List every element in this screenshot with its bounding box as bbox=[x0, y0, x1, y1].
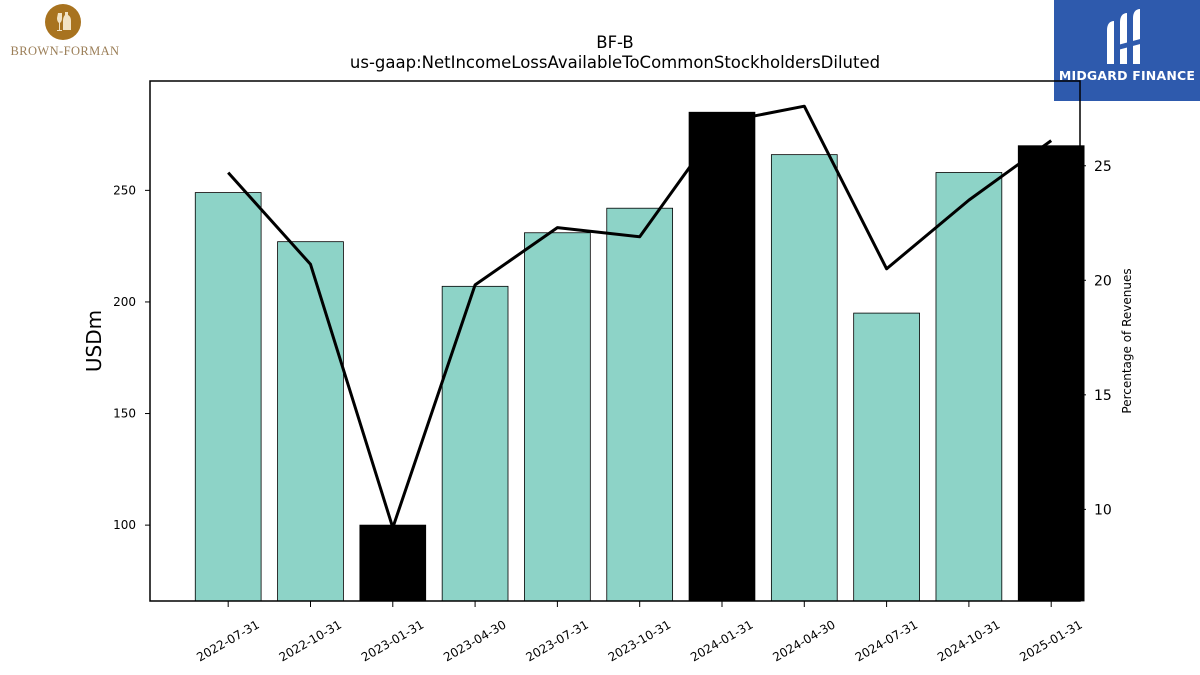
y-tick-label: 200 bbox=[113, 295, 136, 309]
bar bbox=[853, 312, 920, 602]
bar bbox=[524, 232, 591, 602]
midgard-finance-badge: MIDGARD FINANCE bbox=[1054, 0, 1200, 101]
y-axis-label: USDm bbox=[82, 310, 106, 372]
y-right-tick-label: 10 bbox=[1094, 502, 1112, 518]
x-tick-label: 2023-07-31 bbox=[523, 617, 590, 664]
brand-name: MIDGARD FINANCE bbox=[1058, 68, 1196, 83]
x-tick-label: 2023-01-31 bbox=[359, 617, 426, 664]
y-tick-label: 100 bbox=[113, 518, 136, 532]
bar bbox=[770, 154, 838, 602]
plot-frame bbox=[149, 80, 1081, 602]
left-axis: 100 150 200 250 bbox=[113, 183, 150, 532]
bar bbox=[606, 207, 674, 602]
y-right-tick-label: 15 bbox=[1094, 388, 1112, 404]
x-tick-label: 2024-10-31 bbox=[935, 617, 1002, 664]
midgard-m-icon bbox=[1107, 9, 1144, 64]
bar bbox=[1017, 145, 1085, 602]
bar bbox=[277, 241, 344, 602]
right-axis: 10 15 20 25 bbox=[1080, 159, 1112, 518]
x-tick-label: 2024-07-31 bbox=[853, 617, 920, 664]
y-tick-label: 250 bbox=[113, 183, 136, 197]
decanter-glass-icon bbox=[45, 4, 81, 40]
chart-title: BF-B bbox=[596, 33, 634, 52]
x-tick-label: 2022-07-31 bbox=[194, 617, 261, 664]
y-right-tick-label: 25 bbox=[1094, 159, 1112, 175]
bars-layer bbox=[194, 111, 1085, 602]
y-right-tick-label: 20 bbox=[1094, 273, 1112, 289]
x-tick-label: 2022-10-31 bbox=[277, 617, 344, 664]
x-tick-label: 2023-10-31 bbox=[606, 617, 673, 664]
line-layer bbox=[227, 104, 1053, 530]
bar bbox=[441, 285, 509, 602]
y-axis-right-label: Percentage of Revenues bbox=[1120, 268, 1134, 413]
x-tick-label: 2024-04-30 bbox=[770, 617, 837, 664]
bar bbox=[935, 172, 1003, 602]
bar bbox=[359, 524, 427, 602]
x-tick-label: 2024-01-31 bbox=[688, 617, 755, 664]
bar bbox=[194, 192, 262, 602]
company-wordmark: BROWN-FORMAN bbox=[10, 44, 120, 58]
x-axis: 2022-07-31 2022-10-31 2023-01-31 2023-04-30… bbox=[194, 601, 1085, 664]
x-tick-label: 2023-04-30 bbox=[441, 617, 508, 664]
revenue-pct-line bbox=[227, 104, 1053, 530]
y-tick-label: 150 bbox=[113, 407, 136, 421]
x-tick-label: 2025-01-31 bbox=[1017, 617, 1084, 664]
brown-forman-logo: BROWN-FORMAN bbox=[0, 0, 128, 70]
chart-subtitle: us-gaap:NetIncomeLossAvailableToCommonSt… bbox=[350, 53, 880, 72]
bar bbox=[688, 111, 756, 602]
